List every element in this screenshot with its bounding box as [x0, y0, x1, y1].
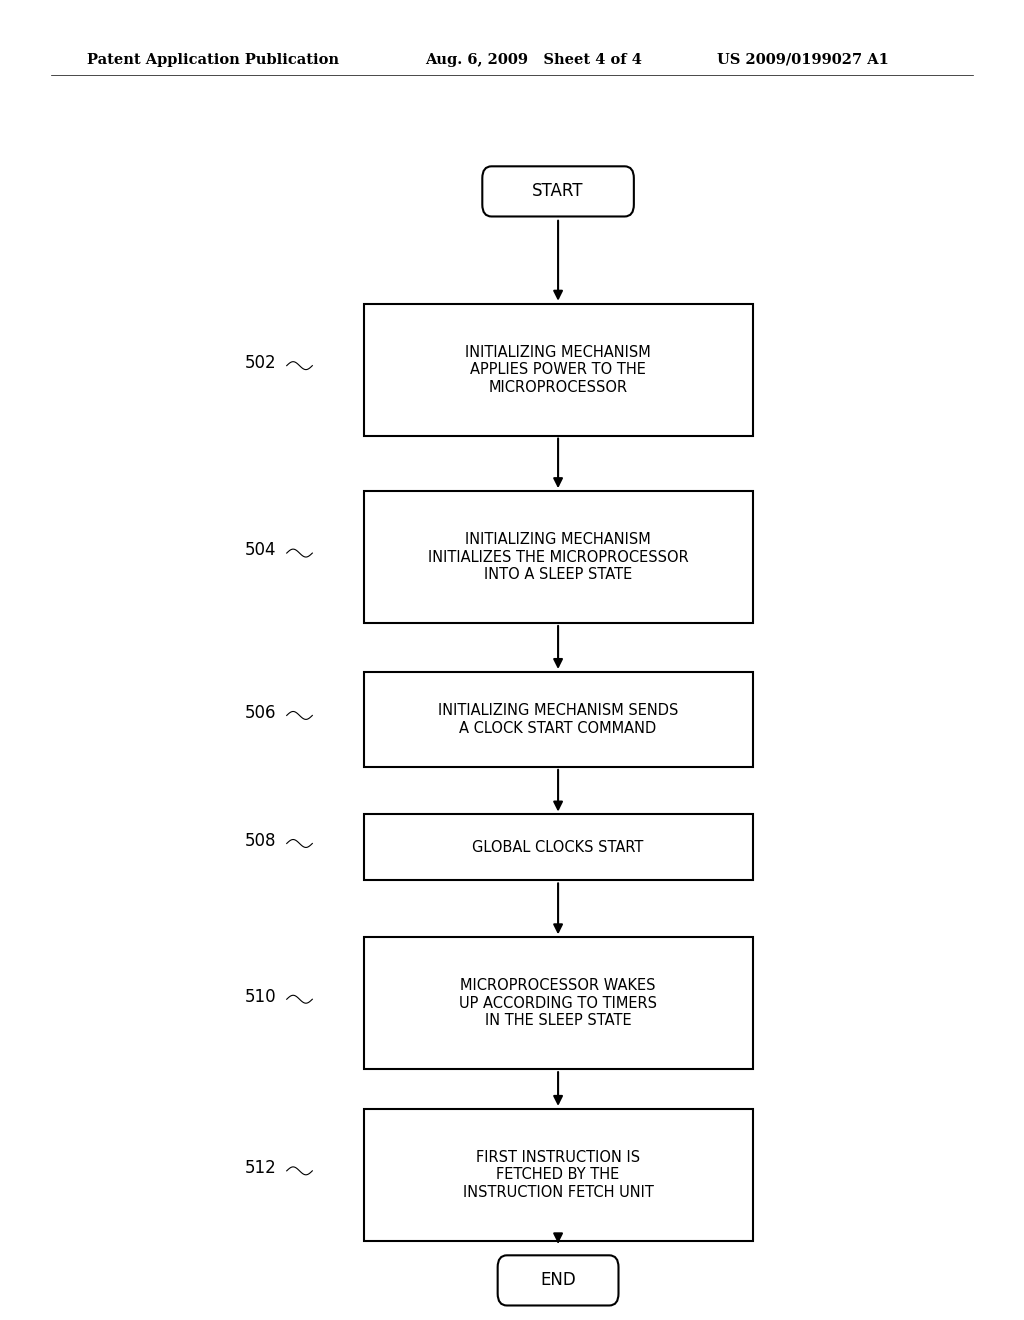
Text: FIRST INSTRUCTION IS
FETCHED BY THE
INSTRUCTION FETCH UNIT: FIRST INSTRUCTION IS FETCHED BY THE INST…	[463, 1150, 653, 1200]
Bar	[364, 1109, 753, 1241]
Text: 508: 508	[245, 832, 276, 850]
Text: GLOBAL CLOCKS START: GLOBAL CLOCKS START	[472, 840, 644, 855]
Text: US 2009/0199027 A1: US 2009/0199027 A1	[717, 53, 889, 67]
Text: 504: 504	[245, 541, 276, 560]
Text: 512: 512	[245, 1159, 276, 1177]
Text: END: END	[541, 1271, 575, 1290]
Text: Aug. 6, 2009   Sheet 4 of 4: Aug. 6, 2009 Sheet 4 of 4	[425, 53, 642, 67]
FancyBboxPatch shape	[482, 166, 634, 216]
Bar	[364, 814, 753, 880]
Bar	[364, 491, 753, 623]
Text: 506: 506	[245, 704, 276, 722]
Bar	[364, 672, 753, 767]
FancyBboxPatch shape	[498, 1255, 618, 1305]
Bar	[364, 937, 753, 1069]
Text: INITIALIZING MECHANISM SENDS
A CLOCK START COMMAND: INITIALIZING MECHANISM SENDS A CLOCK STA…	[438, 704, 678, 735]
Text: MICROPROCESSOR WAKES
UP ACCORDING TO TIMERS
IN THE SLEEP STATE: MICROPROCESSOR WAKES UP ACCORDING TO TIM…	[459, 978, 657, 1028]
Text: 502: 502	[245, 354, 276, 372]
Text: INITIALIZING MECHANISM
INITIALIZES THE MICROPROCESSOR
INTO A SLEEP STATE: INITIALIZING MECHANISM INITIALIZES THE M…	[428, 532, 688, 582]
Text: Patent Application Publication: Patent Application Publication	[87, 53, 339, 67]
Text: 510: 510	[245, 987, 276, 1006]
Text: START: START	[532, 182, 584, 201]
Bar	[364, 304, 753, 436]
Text: INITIALIZING MECHANISM
APPLIES POWER TO THE
MICROPROCESSOR: INITIALIZING MECHANISM APPLIES POWER TO …	[465, 345, 651, 395]
